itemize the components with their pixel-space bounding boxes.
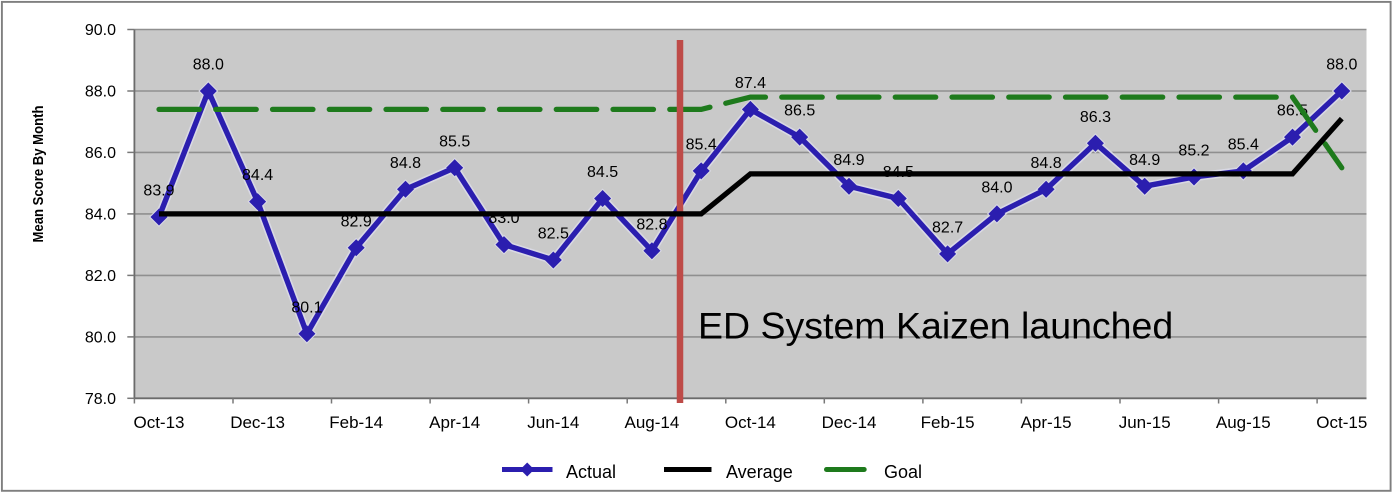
- svg-text:84.4: 84.4: [242, 167, 273, 184]
- svg-text:86.5: 86.5: [784, 103, 815, 120]
- svg-text:84.8: 84.8: [1031, 155, 1062, 172]
- svg-text:86.3: 86.3: [1080, 109, 1111, 126]
- svg-text:Oct-15: Oct-15: [1316, 413, 1367, 432]
- svg-text:Jun-14: Jun-14: [527, 413, 579, 432]
- svg-text:Dec-13: Dec-13: [230, 413, 285, 432]
- svg-text:Aug-14: Aug-14: [624, 413, 679, 432]
- svg-text:90.0: 90.0: [85, 22, 116, 39]
- svg-text:82.0: 82.0: [85, 268, 116, 285]
- svg-text:Mean Score By Month: Mean Score By Month: [31, 106, 47, 243]
- svg-text:Aug-15: Aug-15: [1216, 413, 1271, 432]
- svg-text:80.0: 80.0: [85, 330, 116, 347]
- svg-text:78.0: 78.0: [85, 391, 116, 408]
- svg-text:84.0: 84.0: [981, 180, 1012, 197]
- svg-text:80.1: 80.1: [291, 299, 322, 316]
- svg-text:Dec-14: Dec-14: [822, 413, 877, 432]
- svg-text:ED System Kaizen launched: ED System Kaizen launched: [698, 305, 1173, 347]
- svg-text:87.4: 87.4: [735, 75, 766, 92]
- svg-text:82.7: 82.7: [932, 220, 963, 237]
- svg-text:88.0: 88.0: [193, 57, 224, 74]
- svg-text:82.8: 82.8: [636, 216, 667, 233]
- svg-text:82.5: 82.5: [538, 226, 569, 243]
- svg-text:86.0: 86.0: [85, 145, 116, 162]
- svg-text:85.2: 85.2: [1178, 143, 1209, 160]
- svg-text:Goal: Goal: [884, 462, 922, 482]
- svg-text:Oct-13: Oct-13: [133, 413, 184, 432]
- svg-text:Jun-15: Jun-15: [1119, 413, 1171, 432]
- svg-text:Feb-15: Feb-15: [921, 413, 975, 432]
- svg-text:84.0: 84.0: [85, 207, 116, 224]
- svg-text:Average: Average: [726, 462, 793, 482]
- svg-text:85.4: 85.4: [686, 137, 717, 154]
- svg-text:84.9: 84.9: [1129, 152, 1160, 169]
- svg-text:85.4: 85.4: [1228, 137, 1259, 154]
- svg-text:88.0: 88.0: [1326, 57, 1357, 74]
- svg-text:Apr-15: Apr-15: [1021, 413, 1072, 432]
- svg-text:88.0: 88.0: [85, 84, 116, 101]
- svg-text:83.9: 83.9: [143, 183, 174, 200]
- svg-text:84.9: 84.9: [833, 152, 864, 169]
- svg-text:85.5: 85.5: [439, 133, 470, 150]
- svg-text:Feb-14: Feb-14: [329, 413, 383, 432]
- svg-text:82.9: 82.9: [341, 213, 372, 230]
- svg-text:Actual: Actual: [566, 462, 616, 482]
- svg-text:Oct-14: Oct-14: [725, 413, 776, 432]
- svg-text:84.8: 84.8: [390, 155, 421, 172]
- svg-text:Apr-14: Apr-14: [429, 413, 480, 432]
- svg-text:84.5: 84.5: [587, 164, 618, 181]
